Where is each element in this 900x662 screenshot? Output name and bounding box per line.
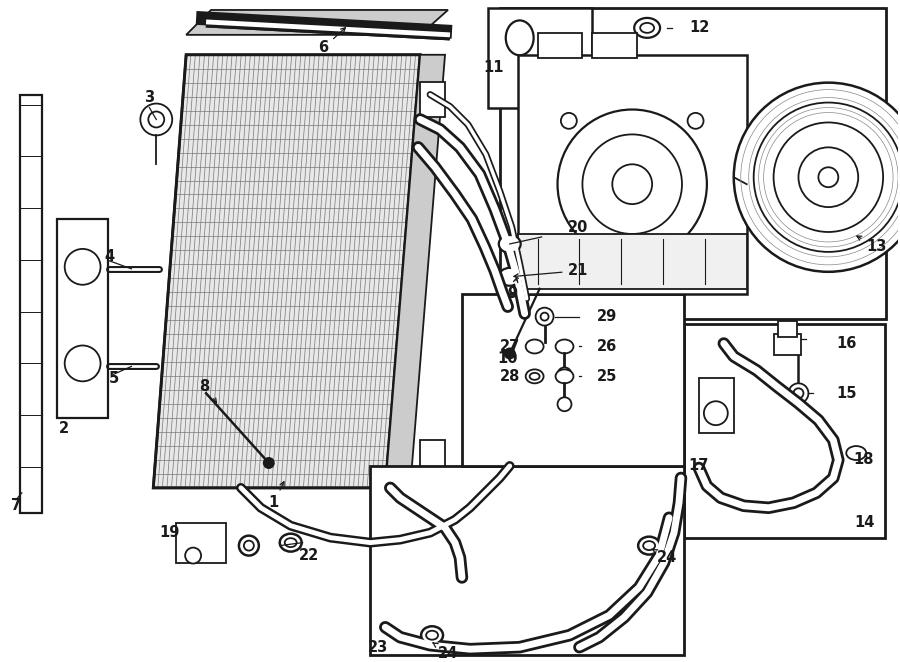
Bar xyxy=(774,334,802,355)
Text: 26: 26 xyxy=(598,339,617,354)
Text: 13: 13 xyxy=(857,236,886,254)
Ellipse shape xyxy=(546,51,572,79)
Circle shape xyxy=(541,312,549,320)
Circle shape xyxy=(244,541,254,551)
Circle shape xyxy=(753,103,900,252)
Ellipse shape xyxy=(284,538,297,547)
Bar xyxy=(592,33,637,58)
Circle shape xyxy=(557,109,706,259)
Circle shape xyxy=(612,164,652,204)
Ellipse shape xyxy=(426,631,438,639)
Bar xyxy=(537,33,582,58)
Ellipse shape xyxy=(555,340,573,354)
Bar xyxy=(500,8,886,318)
Bar xyxy=(518,234,747,289)
Text: 24: 24 xyxy=(652,549,678,565)
Circle shape xyxy=(536,308,554,326)
Text: 8: 8 xyxy=(199,379,217,403)
Circle shape xyxy=(688,240,704,256)
Bar xyxy=(20,95,41,513)
Circle shape xyxy=(704,401,728,425)
Circle shape xyxy=(238,536,259,555)
Text: 9: 9 xyxy=(508,278,518,301)
Ellipse shape xyxy=(506,21,534,55)
Ellipse shape xyxy=(530,373,540,380)
Circle shape xyxy=(557,367,572,381)
Text: 24: 24 xyxy=(433,643,458,661)
Ellipse shape xyxy=(280,534,302,551)
Text: 3: 3 xyxy=(144,90,155,105)
Circle shape xyxy=(148,111,164,128)
Ellipse shape xyxy=(526,340,544,354)
Ellipse shape xyxy=(634,18,660,38)
Ellipse shape xyxy=(526,369,544,383)
Ellipse shape xyxy=(640,23,654,33)
Bar xyxy=(684,324,885,538)
Circle shape xyxy=(263,457,274,469)
Ellipse shape xyxy=(638,537,660,555)
Circle shape xyxy=(798,148,859,207)
Text: 6: 6 xyxy=(319,28,346,56)
Circle shape xyxy=(65,346,101,381)
Text: 17: 17 xyxy=(688,459,709,473)
Text: 22: 22 xyxy=(299,548,319,563)
Text: 5: 5 xyxy=(108,371,119,386)
Circle shape xyxy=(65,249,101,285)
Bar xyxy=(778,320,797,336)
Text: 23: 23 xyxy=(368,639,389,655)
Circle shape xyxy=(794,389,804,399)
Circle shape xyxy=(140,103,172,136)
Ellipse shape xyxy=(846,446,866,460)
Polygon shape xyxy=(420,81,445,117)
Circle shape xyxy=(561,240,577,256)
Text: 14: 14 xyxy=(854,515,875,530)
Bar xyxy=(20,95,41,513)
Circle shape xyxy=(818,167,838,187)
Bar xyxy=(462,294,684,466)
Polygon shape xyxy=(385,55,445,488)
Text: 27: 27 xyxy=(500,339,520,354)
Text: 21: 21 xyxy=(514,263,588,278)
Ellipse shape xyxy=(499,235,521,253)
Text: 1: 1 xyxy=(269,482,284,510)
Text: 11: 11 xyxy=(483,60,504,75)
Text: 18: 18 xyxy=(853,453,873,467)
Polygon shape xyxy=(420,440,445,476)
Polygon shape xyxy=(186,10,448,35)
Text: 2: 2 xyxy=(58,420,68,436)
Bar xyxy=(370,466,684,655)
Text: 7: 7 xyxy=(11,498,21,513)
Circle shape xyxy=(788,383,808,403)
Text: 12: 12 xyxy=(689,21,709,35)
Bar xyxy=(57,219,109,418)
Text: 29: 29 xyxy=(598,309,617,324)
Text: 28: 28 xyxy=(500,369,520,384)
Circle shape xyxy=(582,134,682,234)
Text: 4: 4 xyxy=(104,250,114,264)
Text: 25: 25 xyxy=(598,369,617,384)
Ellipse shape xyxy=(555,369,573,383)
Polygon shape xyxy=(153,55,420,488)
Circle shape xyxy=(561,113,577,129)
Bar xyxy=(176,523,226,563)
Circle shape xyxy=(774,122,883,232)
Bar xyxy=(488,8,592,107)
Text: 20: 20 xyxy=(568,220,588,234)
Text: 16: 16 xyxy=(836,336,857,351)
Circle shape xyxy=(185,547,201,563)
Text: 19: 19 xyxy=(159,525,179,540)
Circle shape xyxy=(734,83,900,272)
Ellipse shape xyxy=(644,541,655,550)
Text: 10: 10 xyxy=(498,351,518,366)
Circle shape xyxy=(557,397,572,411)
Circle shape xyxy=(688,113,704,129)
Circle shape xyxy=(504,348,516,359)
Bar xyxy=(518,55,747,294)
Bar xyxy=(57,219,109,418)
Ellipse shape xyxy=(499,268,521,286)
Text: 15: 15 xyxy=(836,386,857,401)
Bar xyxy=(699,379,734,433)
Ellipse shape xyxy=(421,626,443,644)
